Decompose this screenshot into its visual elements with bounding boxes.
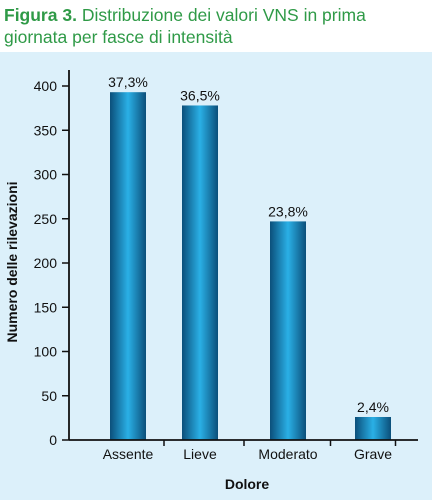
data-label-grave: 2,4% (357, 399, 389, 415)
y-tick-label: 0 (49, 432, 57, 448)
data-label-moderato: 23,8% (268, 203, 308, 219)
x-axis-title: Dolore (225, 476, 270, 492)
bars-layer: 37,3% 36,5% 23,8% 2,4% (108, 74, 391, 440)
axes-layer: Assente Lieve Moderato Grave 0 50 100 150 200 250… (34, 70, 418, 462)
y-tick-label: 150 (34, 299, 58, 315)
bar-grave (355, 416, 391, 440)
y-axis-title: Numero delle rilevazioni (4, 181, 20, 342)
figure-title: Figura 3. Distribuzione dei valori VNS i… (4, 4, 424, 48)
y-tick-label: 100 (34, 344, 58, 360)
bar-assente (110, 92, 146, 440)
x-tick-label: Assente (103, 446, 154, 462)
x-tick-label: Grave (354, 446, 392, 462)
data-label-lieve: 36,5% (180, 87, 220, 103)
data-label-assente: 37,3% (108, 74, 148, 90)
y-tick-label: 300 (34, 167, 58, 183)
y-tick-label: 350 (34, 122, 58, 138)
figure-caption: Distribuzione dei valori VNS in prima gi… (4, 5, 366, 47)
y-tick-label: 250 (34, 211, 58, 227)
figure-label: Figura 3. (4, 5, 77, 25)
y-tick-label: 200 (34, 255, 58, 271)
y-tick-label: 50 (41, 388, 57, 404)
bar-moderato (270, 221, 306, 440)
figure-header: Figura 3. Distribuzione dei valori VNS i… (0, 0, 432, 52)
x-tick-label: Moderato (258, 446, 317, 462)
y-tick-label: 400 (34, 78, 58, 94)
bar-lieve (182, 105, 218, 440)
x-tick-label: Lieve (183, 446, 217, 462)
